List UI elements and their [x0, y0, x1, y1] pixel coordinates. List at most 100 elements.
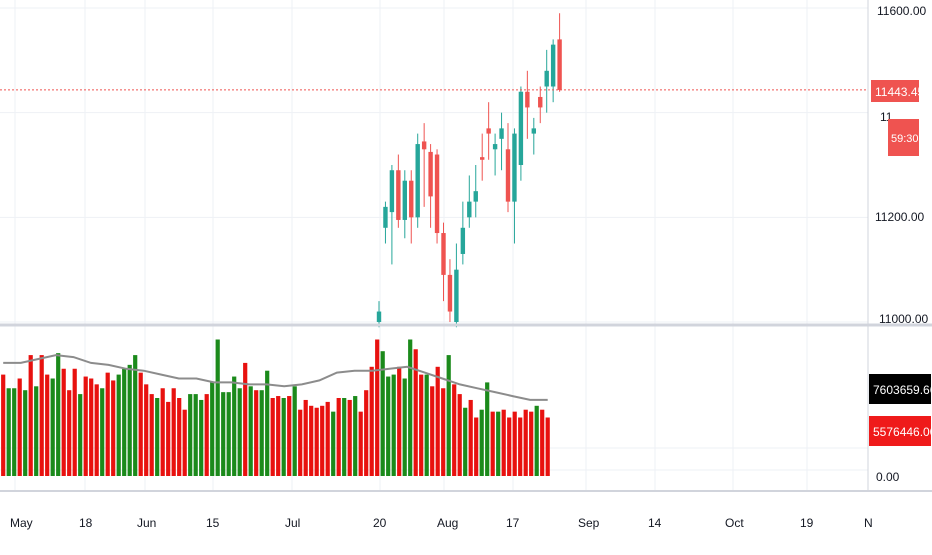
candle-body	[531, 128, 536, 134]
candle-body	[499, 128, 504, 139]
time-label-aug: Aug	[437, 516, 458, 530]
volume-bar	[364, 390, 369, 476]
volume-bar	[419, 374, 424, 476]
volume-bar	[545, 417, 550, 476]
time-axis[interactable]: May 18 Jun 15 Jul 20 Aug 17 Sep 14 Oct 1…	[10, 516, 873, 530]
time-label-15: 15	[206, 516, 220, 530]
volume-bar	[320, 405, 325, 476]
volume-bar	[523, 409, 528, 476]
price-tick-11600: 11600.00	[877, 4, 926, 18]
volume-bar	[402, 378, 407, 476]
volume-bar	[298, 409, 303, 476]
volume-layer	[1, 339, 550, 476]
volume-bar	[237, 388, 242, 476]
candle-body	[538, 96, 543, 108]
volume-bar	[303, 399, 308, 476]
volume-bar	[325, 401, 330, 476]
candle-body	[376, 311, 382, 322]
volume-bar	[127, 364, 132, 476]
candle-body	[396, 170, 401, 220]
volume-bar	[171, 388, 176, 476]
candle	[480, 133, 485, 181]
volume-bar	[496, 411, 501, 476]
volume-bar	[353, 396, 358, 476]
volume-bar	[468, 399, 473, 476]
volume-bar	[259, 390, 264, 476]
volume-bar	[155, 398, 160, 476]
volume-bar	[540, 409, 545, 476]
ma-value-badge	[869, 374, 931, 404]
countdown-label: 59:30	[891, 133, 919, 145]
volume-bar	[490, 411, 495, 476]
candle-body	[428, 151, 433, 197]
candle-body	[557, 39, 562, 90]
volume-bar	[336, 398, 341, 476]
volume-bar	[408, 339, 413, 476]
volume-bar	[369, 366, 374, 476]
volume-bar	[512, 411, 517, 476]
volume-bar	[463, 407, 468, 476]
candle	[499, 112, 504, 171]
volume-bar	[89, 378, 94, 476]
volume-bar	[424, 374, 429, 476]
volume-bar	[314, 407, 319, 476]
candle	[402, 170, 407, 239]
volume-bar	[380, 351, 385, 476]
time-label-18: 18	[79, 516, 93, 530]
volume-bar	[232, 376, 237, 476]
volume-bar	[452, 384, 457, 476]
price-axis[interactable]: 11600.00 11200.00 11000.00 11 11443.45 5…	[871, 4, 928, 326]
candle-body	[467, 201, 472, 218]
time-label-jun: Jun	[137, 516, 156, 530]
volume-bar	[166, 401, 171, 476]
volume-bar	[358, 411, 363, 476]
candle	[505, 123, 511, 213]
volume-bar	[413, 349, 418, 476]
candle-body	[402, 180, 407, 220]
volume-value-badge	[869, 416, 931, 446]
volume-bar	[23, 390, 28, 476]
volume-ma-line	[3, 354, 548, 401]
volume-bar	[204, 394, 209, 476]
price-tick-11200: 11200.00	[875, 210, 924, 224]
volume-bar	[534, 405, 539, 476]
volume-bar	[149, 394, 154, 476]
volume-bar	[34, 386, 39, 476]
volume-bar	[226, 392, 231, 476]
time-label-19: 19	[800, 516, 814, 530]
volume-bar	[479, 409, 484, 476]
volume-bar	[292, 386, 297, 476]
volume-bar	[446, 355, 451, 476]
candle-body	[480, 157, 485, 160]
candle-body	[441, 233, 446, 275]
volume-bar	[72, 368, 77, 476]
volume-bar	[501, 409, 506, 476]
time-label-jul: Jul	[285, 516, 300, 530]
volume-bar	[270, 398, 275, 476]
candle	[518, 86, 524, 181]
volume-bar	[221, 392, 226, 476]
time-label-14: 14	[648, 516, 662, 530]
countdown-badge	[888, 119, 919, 156]
volume-bar	[182, 409, 187, 476]
volume-bar	[39, 355, 44, 476]
volume-bar	[17, 378, 22, 476]
volume-bar	[45, 374, 50, 476]
candle-body	[492, 144, 498, 150]
volume-bar	[265, 370, 270, 476]
candle-body	[505, 149, 511, 202]
volume-bar	[485, 382, 490, 476]
candle-body	[389, 170, 395, 213]
candle-body	[486, 128, 491, 134]
candle	[531, 117, 536, 155]
volume-bar	[215, 339, 220, 476]
volume-bar	[441, 388, 446, 476]
candle	[454, 243, 459, 328]
volume-bar	[61, 368, 66, 476]
volume-axis[interactable]: 7603659.66 5576446.00 0.00	[869, 374, 932, 484]
candle	[538, 86, 543, 124]
volume-bar	[160, 388, 165, 476]
volume-bar	[94, 384, 99, 476]
